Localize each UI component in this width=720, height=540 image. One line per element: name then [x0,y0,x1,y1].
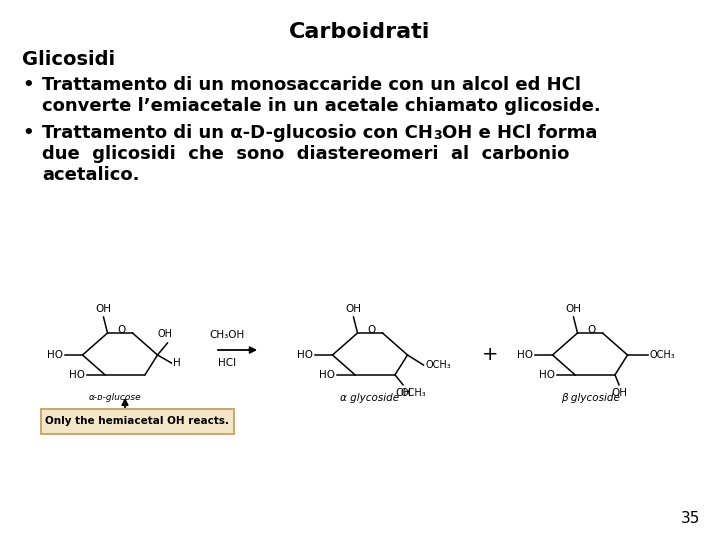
Text: HO: HO [47,350,63,360]
Text: Trattamento di un α-D-glucosio con CH: Trattamento di un α-D-glucosio con CH [42,124,433,142]
Text: OH: OH [611,388,627,398]
Text: OCH₃: OCH₃ [400,388,426,398]
Text: Trattamento di un monosaccaride con un alcol ed HCl: Trattamento di un monosaccaride con un a… [42,76,581,94]
Text: OCH₃: OCH₃ [649,350,675,360]
Text: Glicosidi: Glicosidi [22,50,115,69]
Text: OH: OH [395,388,411,398]
Text: O: O [118,325,126,335]
Text: 3: 3 [433,129,441,142]
Text: OH: OH [96,304,112,314]
Text: •: • [22,124,34,142]
Text: O: O [588,325,596,335]
Text: OH e HCl forma: OH e HCl forma [441,124,597,142]
Text: HO: HO [539,370,555,380]
Text: OH: OH [158,329,173,339]
Text: OH: OH [565,304,582,314]
Text: due  glicosidi  che  sono  diastereomeri  al  carbonio: due glicosidi che sono diastereomeri al … [42,145,570,163]
Text: acetalico.: acetalico. [42,166,140,184]
Text: HO: HO [297,350,312,360]
Text: Only the hemiacetal OH reacts.: Only the hemiacetal OH reacts. [45,416,229,426]
Text: HO: HO [319,370,335,380]
Text: H: H [173,358,180,368]
Text: 35: 35 [680,511,700,526]
Text: OCH₃: OCH₃ [426,360,451,370]
Text: Carboidrati: Carboidrati [289,22,431,42]
Text: OH: OH [346,304,361,314]
FancyBboxPatch shape [40,408,233,434]
Text: O: O [368,325,376,335]
Text: β glycoside: β glycoside [561,393,619,403]
Text: •: • [22,76,34,94]
Text: +: + [482,346,498,365]
Text: HCl: HCl [218,358,237,368]
Text: CH₃OH: CH₃OH [210,330,245,340]
Text: HO: HO [516,350,533,360]
Text: converte l’emiacetale in un acetale chiamato glicoside.: converte l’emiacetale in un acetale chia… [42,97,600,115]
Text: HO: HO [69,370,85,380]
Text: α-ᴅ-glucose: α-ᴅ-glucose [89,393,141,402]
Text: α glycoside: α glycoside [341,393,400,403]
